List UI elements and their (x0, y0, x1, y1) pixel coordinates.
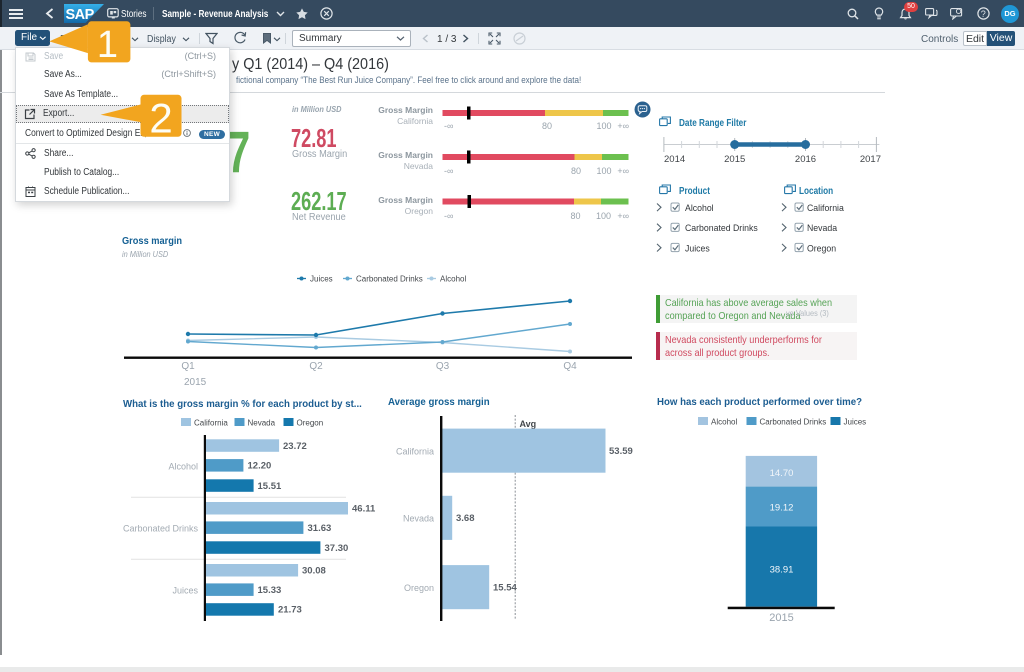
svg-text:Carbonated Drinks: Carbonated Drinks (685, 223, 758, 233)
svg-text:?: ? (981, 9, 986, 19)
svg-text:53.59: 53.59 (609, 446, 633, 457)
svg-text:Juices: Juices (844, 418, 867, 427)
svg-text:Q2: Q2 (309, 361, 323, 372)
svg-text:California: California (194, 419, 228, 428)
svg-text:100: 100 (596, 211, 611, 221)
svg-text:23.72: 23.72 (283, 441, 307, 452)
svg-text:19.12: 19.12 (770, 503, 794, 514)
svg-text:Alcohol: Alcohol (168, 461, 198, 471)
svg-text:80: 80 (570, 211, 580, 221)
svg-text:Q1: Q1 (181, 361, 195, 372)
svg-text:15.51: 15.51 (258, 481, 282, 492)
svg-text:Q3: Q3 (436, 361, 450, 372)
svg-text:38.91: 38.91 (770, 565, 794, 576)
svg-text:80: 80 (571, 166, 581, 176)
svg-text:Juices: Juices (685, 243, 710, 253)
svg-text:100: 100 (596, 121, 611, 131)
svg-text:2015: 2015 (769, 612, 793, 624)
svg-text:2017: 2017 (860, 154, 881, 165)
svg-text:31.63: 31.63 (308, 523, 332, 534)
svg-text:3.68: 3.68 (456, 513, 475, 524)
svg-text:30.08: 30.08 (302, 566, 326, 577)
svg-text:1: 1 (97, 24, 118, 66)
svg-text:21.73: 21.73 (278, 605, 302, 616)
svg-text:Alcohol: Alcohol (440, 275, 466, 284)
svg-text:2015: 2015 (184, 377, 207, 388)
svg-text:Nevada: Nevada (248, 419, 276, 428)
svg-text:2014: 2014 (664, 154, 685, 165)
svg-text:46.11: 46.11 (352, 504, 376, 515)
svg-text:80: 80 (542, 121, 552, 131)
svg-text:15.33: 15.33 (258, 585, 282, 596)
svg-text:California: California (396, 446, 434, 456)
svg-text:SAP: SAP (66, 7, 95, 23)
svg-text:Avg: Avg (520, 419, 537, 429)
svg-text:+∞: +∞ (617, 166, 629, 176)
svg-text:2: 2 (149, 95, 172, 142)
svg-text:15.54: 15.54 (493, 583, 517, 594)
svg-text:100: 100 (596, 166, 611, 176)
svg-text:Juices: Juices (310, 275, 333, 284)
svg-text:+∞: +∞ (617, 211, 629, 221)
svg-text:Q4: Q4 (563, 361, 577, 372)
svg-text:Carbonated Drinks: Carbonated Drinks (760, 418, 827, 427)
svg-text:Carbonated Drinks: Carbonated Drinks (356, 275, 423, 284)
svg-text:-∞: -∞ (444, 211, 453, 221)
svg-text:14.70: 14.70 (770, 468, 794, 479)
svg-text:37.30: 37.30 (325, 543, 349, 554)
svg-text:Nevada: Nevada (807, 223, 838, 233)
svg-text:2016: 2016 (795, 154, 816, 165)
svg-text:Alcohol: Alcohol (685, 203, 714, 213)
svg-text:12.20: 12.20 (248, 461, 272, 472)
svg-text:Carbonated Drinks: Carbonated Drinks (123, 524, 199, 534)
svg-text:2015: 2015 (724, 154, 745, 165)
svg-text:+∞: +∞ (617, 121, 629, 131)
svg-text:Nevada: Nevada (403, 514, 434, 524)
svg-text:Juices: Juices (172, 586, 198, 596)
svg-text:-∞: -∞ (444, 121, 453, 131)
svg-text:Oregon: Oregon (404, 583, 434, 593)
svg-text:Oregon: Oregon (807, 243, 836, 253)
svg-text:Alcohol: Alcohol (711, 418, 737, 427)
svg-text:-∞: -∞ (444, 166, 453, 176)
svg-text:California: California (807, 203, 845, 213)
svg-text:Oregon: Oregon (297, 419, 324, 428)
